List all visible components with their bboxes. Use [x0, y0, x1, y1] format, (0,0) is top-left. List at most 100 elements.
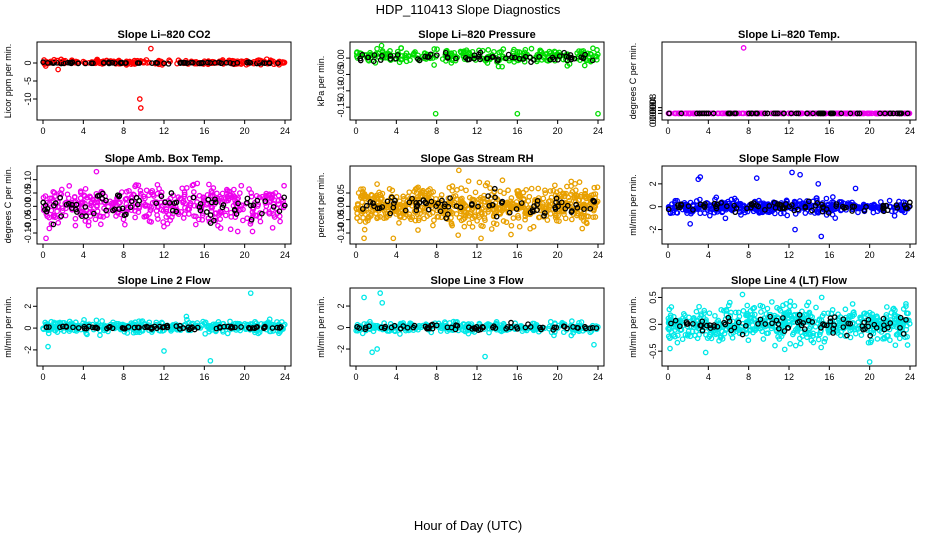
sample-point — [42, 193, 49, 199]
sample-point — [592, 214, 599, 220]
sample-point — [525, 198, 532, 204]
sample-point — [137, 187, 144, 194]
points — [40, 45, 288, 111]
sample-point — [93, 317, 100, 324]
sample-point — [500, 218, 507, 224]
sample-point — [707, 203, 714, 210]
hourly-mean-point — [830, 330, 836, 336]
points — [40, 168, 288, 242]
sample-point — [458, 323, 464, 329]
sample-point — [149, 187, 156, 194]
sample-point — [359, 330, 366, 337]
sample-point — [232, 320, 238, 327]
sample-point — [713, 194, 720, 201]
hourly-mean-point — [764, 110, 771, 117]
sample-point — [281, 321, 288, 328]
y-tick-label: 0.5 — [648, 291, 658, 304]
y-axis-label: kPa per min. — [316, 56, 326, 107]
sample-point — [576, 48, 582, 54]
y-tick-label: 2 — [648, 181, 658, 186]
sample-point — [240, 217, 246, 224]
sample-point — [237, 327, 244, 334]
panel-9: Slope Line 4 (LT) Flow 0 4 8 12 16 20 24 -0.5 0.0… — [628, 275, 917, 382]
sample-point — [697, 210, 704, 217]
sample-point — [403, 50, 410, 57]
sample-point — [698, 311, 704, 318]
hourly-mean-point — [207, 212, 214, 218]
hourly-mean-point — [109, 59, 116, 66]
hourly-mean-point — [757, 316, 764, 323]
x-tick-label: 0 — [353, 372, 358, 382]
x-tick-label: 12 — [159, 372, 169, 382]
sample-point — [832, 215, 839, 221]
hourly-mean-point — [378, 324, 385, 331]
sample-point — [410, 51, 417, 58]
hourly-mean-point — [859, 323, 866, 329]
sample-point — [579, 225, 586, 232]
hourly-mean-point — [505, 51, 512, 58]
y-axis-label: percent per min. — [316, 172, 326, 237]
sample-point — [789, 331, 796, 338]
sample-point — [592, 191, 599, 197]
sample-point — [582, 187, 589, 194]
hourly-mean-point — [46, 324, 52, 330]
y-tick-label: 0 — [23, 60, 33, 65]
hourly-mean-point — [489, 202, 496, 208]
hourly-mean-point — [821, 322, 828, 328]
hourly-mean-point — [575, 325, 581, 331]
outlier-point — [697, 174, 704, 180]
sample-point — [742, 209, 748, 216]
hourly-mean-point — [370, 58, 377, 65]
sample-point — [148, 219, 155, 225]
y-tick-label: -0.5 — [648, 343, 658, 359]
hourly-mean-point — [767, 313, 773, 320]
hourly-mean-point — [887, 110, 894, 117]
hourly-mean-point — [90, 210, 97, 217]
sample-point — [97, 221, 104, 228]
hourly-mean-point — [165, 60, 172, 67]
sample-point — [783, 300, 789, 307]
sample-point — [129, 59, 135, 66]
sample-point — [269, 224, 276, 231]
sample-point — [509, 200, 515, 207]
hourly-mean-point — [844, 332, 850, 339]
outlier-point — [595, 110, 601, 117]
sample-point — [430, 222, 436, 229]
sample-point — [440, 208, 447, 215]
sample-point — [850, 324, 856, 331]
outlier-point — [594, 47, 600, 53]
hourly-mean-point — [556, 53, 563, 59]
hourly-mean-point — [235, 200, 241, 207]
sample-point — [371, 325, 378, 332]
hourly-mean-point — [492, 194, 498, 201]
hourly-mean-point — [248, 216, 255, 223]
sample-point — [796, 198, 803, 204]
hourly-mean-point — [143, 323, 150, 330]
sample-point — [449, 183, 456, 189]
sample-point — [542, 187, 548, 194]
sample-point — [510, 215, 517, 221]
sample-point — [500, 46, 507, 52]
outlier-point — [148, 45, 154, 52]
sample-point — [154, 181, 161, 188]
outlier-point — [137, 105, 144, 111]
x-tick-label: 16 — [512, 126, 522, 136]
hourly-mean-point — [780, 205, 787, 211]
sample-point — [209, 192, 216, 199]
hourly-mean-point — [820, 204, 827, 210]
sample-point — [514, 191, 521, 197]
sample-point — [706, 331, 713, 338]
hourly-mean-point — [845, 320, 852, 327]
sample-point — [670, 207, 677, 214]
sample-point — [502, 202, 509, 209]
panel-title: Slope Li–820 CO2 — [118, 29, 211, 41]
sample-point — [668, 304, 675, 310]
hourly-mean-point — [783, 201, 789, 207]
x-tick-label: 0 — [40, 372, 45, 382]
sample-point — [50, 188, 57, 195]
hourly-mean-point — [794, 319, 801, 326]
hourly-mean-point — [775, 325, 782, 332]
hourly-mean-point — [812, 202, 819, 209]
hourly-mean-point — [384, 198, 391, 205]
y-axis-label: Licor ppm per min. — [3, 44, 13, 119]
